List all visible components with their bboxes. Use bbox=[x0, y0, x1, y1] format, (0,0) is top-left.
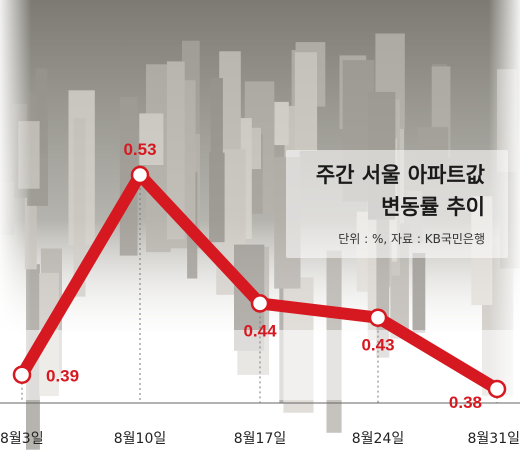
data-point bbox=[130, 165, 150, 185]
x-tick-label: 8월3일 bbox=[0, 431, 44, 447]
chart-title-line-2: 변동률 추이 bbox=[381, 195, 485, 219]
data-labels-group: 0.39 0.53 0.44 0.43 0.38 bbox=[46, 140, 482, 412]
source-note: 단위 : %, 자료 : KB국민은행 bbox=[338, 231, 485, 246]
data-point bbox=[487, 379, 507, 399]
data-label: 0.44 bbox=[243, 321, 277, 340]
data-label: 0.39 bbox=[46, 367, 79, 386]
data-point bbox=[250, 294, 270, 313]
data-point bbox=[12, 365, 32, 384]
data-label: 0.43 bbox=[361, 336, 394, 355]
x-tick-label: 8월31일 bbox=[468, 431, 520, 447]
title-block: 주간 서울 아파트값 변동률 추이 단위 : %, 자료 : KB국민은행 bbox=[286, 150, 508, 258]
data-label: 0.53 bbox=[123, 140, 156, 159]
x-ticks-group: 8월3일 8월10일 8월17일 8월24일 8월31일 bbox=[0, 431, 520, 447]
x-tick-label: 8월17일 bbox=[234, 431, 286, 447]
chart-title-line-1: 주간 서울 아파트값 bbox=[316, 163, 485, 187]
data-point bbox=[368, 308, 388, 327]
points-group bbox=[12, 165, 507, 399]
x-tick-label: 8월24일 bbox=[352, 431, 404, 447]
x-tick-label: 8월10일 bbox=[114, 431, 166, 447]
data-label: 0.38 bbox=[449, 393, 482, 412]
